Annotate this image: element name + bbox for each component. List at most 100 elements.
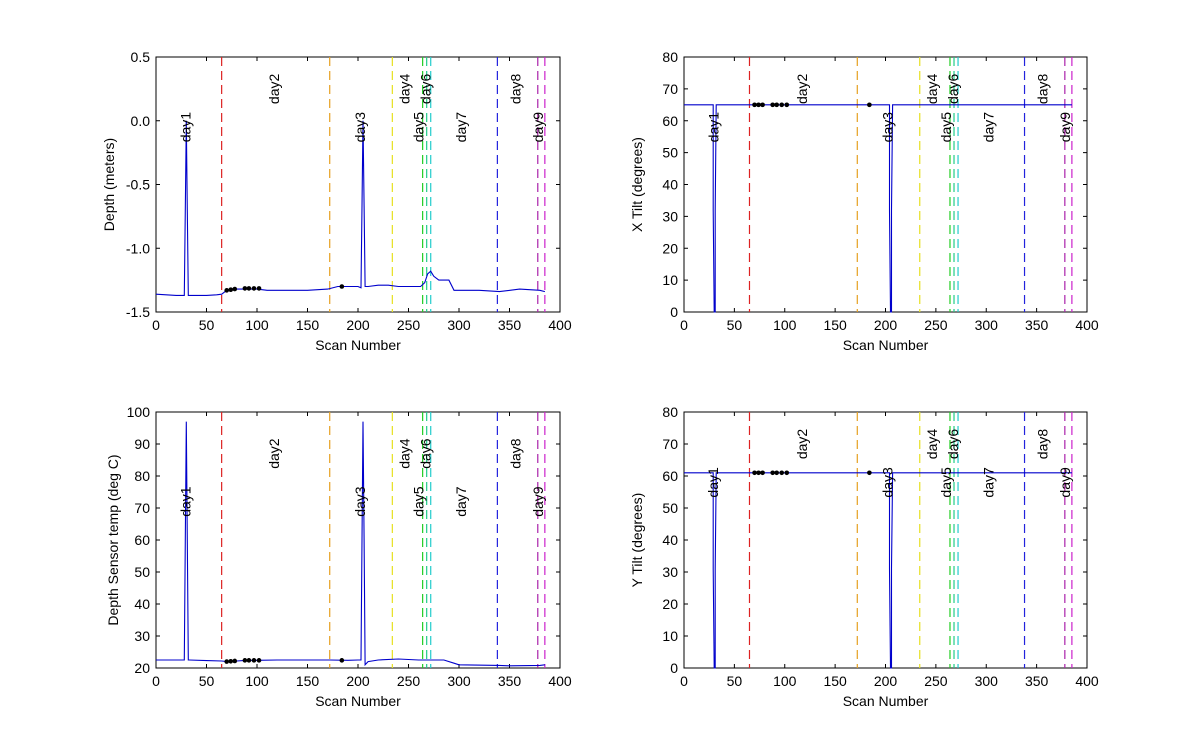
day-annotation: day9 bbox=[1057, 112, 1073, 143]
y-tick-label: 0 bbox=[670, 660, 678, 676]
series-line-0 bbox=[684, 104, 1072, 313]
day-annotation: day6 bbox=[945, 429, 961, 460]
y-tick-label: 80 bbox=[662, 49, 678, 65]
x-tick-label: 100 bbox=[245, 673, 269, 689]
series-line-0 bbox=[156, 421, 545, 667]
y-tick-label: 70 bbox=[134, 500, 150, 516]
series-line-0 bbox=[684, 472, 1072, 669]
data-point-marker bbox=[246, 286, 252, 291]
x-tick-label: 350 bbox=[498, 673, 522, 689]
y-tick-label: 50 bbox=[134, 564, 150, 580]
y-tick-label: -0.5 bbox=[126, 177, 150, 193]
data-point-marker bbox=[867, 470, 872, 476]
x-tick-label: 0 bbox=[152, 317, 160, 333]
data-point-marker bbox=[774, 102, 779, 108]
data-point-marker bbox=[752, 102, 757, 108]
x-tick-label: 400 bbox=[548, 317, 572, 333]
y-axis-label: X Tilt (degrees) bbox=[629, 137, 645, 232]
y-tick-label: 40 bbox=[662, 177, 678, 193]
data-point-marker bbox=[756, 102, 761, 108]
day-annotation: day8 bbox=[1035, 429, 1051, 460]
y-tick-label: 60 bbox=[134, 532, 150, 548]
y-tick-label: 70 bbox=[662, 81, 678, 97]
x-tick-label: 150 bbox=[823, 673, 847, 689]
y-tick-label: -1.0 bbox=[126, 240, 150, 256]
x-tick-label: 50 bbox=[199, 673, 215, 689]
x-tick-label: 150 bbox=[823, 317, 847, 333]
x-tick-label: 250 bbox=[397, 673, 421, 689]
y-tick-label: 30 bbox=[662, 208, 678, 224]
x-tick-label: 200 bbox=[874, 317, 898, 333]
data-point-marker bbox=[779, 470, 785, 476]
x-tick-label: 300 bbox=[975, 673, 999, 689]
depth-axes-frame bbox=[155, 56, 561, 313]
xtilt-panel: 0 50 100 150 200 250 300 350 400 0 10 20 30 40 50 60 70 8… bbox=[629, 49, 1099, 353]
day-annotation: day9 bbox=[1057, 467, 1073, 498]
x-tick-label: 100 bbox=[773, 317, 797, 333]
x-tick-label: 50 bbox=[199, 317, 215, 333]
data-point-marker bbox=[867, 102, 872, 108]
x-tick-label: 250 bbox=[397, 317, 421, 333]
x-tick-label: 50 bbox=[727, 673, 743, 689]
day-annotation: day4 bbox=[924, 429, 940, 460]
series-line-0 bbox=[155, 120, 546, 296]
y-tick-label: 40 bbox=[134, 596, 150, 612]
data-point-marker bbox=[784, 102, 790, 108]
day-annotation: day2 bbox=[794, 429, 810, 460]
x-tick-label: 50 bbox=[727, 317, 743, 333]
y-tick-label: 100 bbox=[127, 404, 151, 420]
y-tick-label: 0 bbox=[670, 304, 678, 320]
day-annotation: day2 bbox=[266, 438, 282, 469]
data-point-marker bbox=[232, 286, 238, 292]
temp-axes-frame bbox=[155, 411, 561, 669]
day-annotation: day3 bbox=[352, 112, 368, 143]
y-axis-label: Depth (meters) bbox=[101, 138, 117, 231]
xtilt-axes-frame bbox=[683, 56, 1088, 313]
y-axis-label: Depth Sensor temp (deg C) bbox=[105, 454, 121, 625]
day-annotation: day5 bbox=[411, 486, 427, 517]
data-point-marker bbox=[242, 286, 248, 291]
x-tick-label: 100 bbox=[773, 673, 797, 689]
y-tick-label: 20 bbox=[662, 240, 678, 256]
day-annotation: day6 bbox=[945, 73, 961, 104]
y-tick-label: 80 bbox=[134, 468, 150, 484]
x-tick-label: 100 bbox=[245, 317, 269, 333]
x-tick-label: 350 bbox=[1025, 317, 1049, 333]
data-point-marker bbox=[339, 658, 345, 663]
temp-panel: 0 50 100 150 200 250 300 350 400 20 30 40 50 60 70 80 90… bbox=[105, 404, 572, 709]
day-annotation: day3 bbox=[880, 467, 896, 498]
data-point-marker bbox=[256, 658, 262, 663]
day-annotation: day3 bbox=[880, 112, 896, 143]
y-tick-label: 90 bbox=[134, 436, 150, 452]
data-point-marker bbox=[756, 470, 761, 476]
day-annotation: day1 bbox=[705, 467, 721, 498]
x-tick-label: 300 bbox=[447, 317, 471, 333]
y-tick-label: 50 bbox=[662, 145, 678, 161]
y-tick-label: 20 bbox=[134, 660, 150, 676]
x-tick-label: 400 bbox=[1075, 673, 1099, 689]
day-annotation: day7 bbox=[453, 112, 469, 143]
x-axis-label: Scan Number bbox=[315, 337, 401, 353]
day-annotation: day4 bbox=[924, 73, 940, 104]
x-tick-label: 350 bbox=[1025, 673, 1049, 689]
data-point-marker bbox=[228, 287, 234, 292]
day-annotation: day2 bbox=[266, 73, 282, 104]
day-annotation: day4 bbox=[397, 438, 413, 469]
day-annotation: day8 bbox=[508, 438, 524, 469]
data-point-marker bbox=[251, 286, 257, 291]
y-tick-label: 70 bbox=[662, 436, 678, 452]
day-annotation: day7 bbox=[980, 467, 996, 498]
data-point-marker bbox=[339, 284, 345, 289]
data-point-marker bbox=[251, 658, 257, 663]
day-annotation: day1 bbox=[705, 112, 721, 143]
day-annotation: day6 bbox=[418, 438, 434, 469]
x-tick-label: 300 bbox=[447, 673, 471, 689]
ytilt-axes-frame bbox=[683, 411, 1088, 669]
data-point-marker bbox=[770, 102, 775, 108]
x-tick-label: 150 bbox=[296, 317, 320, 333]
day-annotation: day9 bbox=[530, 486, 546, 517]
y-tick-label: 60 bbox=[662, 113, 678, 129]
x-tick-label: 0 bbox=[152, 673, 160, 689]
day-annotation: day5 bbox=[411, 112, 427, 143]
data-point-marker bbox=[246, 658, 252, 663]
